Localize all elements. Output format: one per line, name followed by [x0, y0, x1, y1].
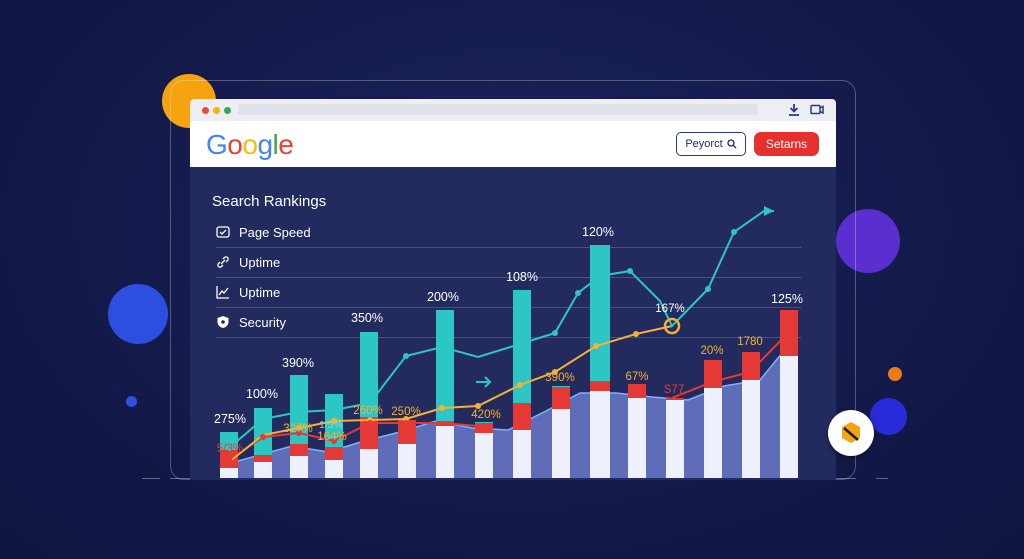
hexagon-logo-icon	[842, 422, 860, 443]
blue-dot-decoration	[870, 398, 907, 435]
browser-tab-bar	[190, 99, 836, 121]
speed-check-icon	[216, 226, 230, 238]
link-icon	[217, 256, 229, 268]
logo-badge[interactable]	[828, 410, 874, 456]
purple-circle-decoration	[836, 209, 900, 273]
shield-icon	[217, 316, 229, 328]
metric-label: Uptime	[239, 284, 281, 300]
metric-label: Page Speed	[239, 224, 311, 240]
logo-letter-e: e	[278, 129, 294, 160]
logo-letter-l: l	[272, 129, 279, 160]
close-window-dot[interactable]	[202, 107, 209, 114]
logo-letter-o2: o	[242, 129, 258, 160]
maximize-window-dot[interactable]	[224, 107, 231, 114]
logo-letter-g2: g	[257, 129, 273, 160]
metric-row-security[interactable]: Security	[216, 307, 801, 338]
browser-window: Google Peyorct Setarns Search Rankings P…	[190, 99, 836, 480]
line-chart-icon	[216, 286, 229, 299]
search-button[interactable]: Setarns	[754, 132, 819, 156]
address-bar[interactable]	[238, 104, 758, 115]
blue-circle-decoration	[108, 284, 168, 344]
baseline-right	[876, 478, 888, 479]
baseline-left	[142, 478, 160, 479]
screen-share-icon[interactable]	[810, 104, 824, 116]
panel-title: Search Rankings	[212, 193, 327, 210]
metric-label: Uptime	[239, 254, 281, 270]
download-icon[interactable]	[788, 103, 800, 117]
search-input[interactable]: Peyorct	[676, 132, 746, 156]
metric-label: Security	[239, 314, 286, 330]
logo-letter-g: G	[206, 129, 228, 160]
metric-row-uptime-trend[interactable]: Uptime	[216, 277, 801, 308]
browser-header: Google Peyorct Setarns	[190, 121, 836, 167]
metric-row-uptime[interactable]: Uptime	[216, 247, 801, 278]
minimize-window-dot[interactable]	[213, 107, 220, 114]
search-input-text: Peyorct	[685, 138, 723, 150]
orange-dot-decoration	[888, 367, 902, 381]
search-icon	[726, 139, 737, 149]
metric-row-page-speed[interactable]: Page Speed	[216, 217, 801, 248]
small-blue-dot-decoration	[126, 396, 137, 407]
logo-letter-o1: o	[227, 129, 243, 160]
google-logo[interactable]: Google	[206, 129, 294, 161]
